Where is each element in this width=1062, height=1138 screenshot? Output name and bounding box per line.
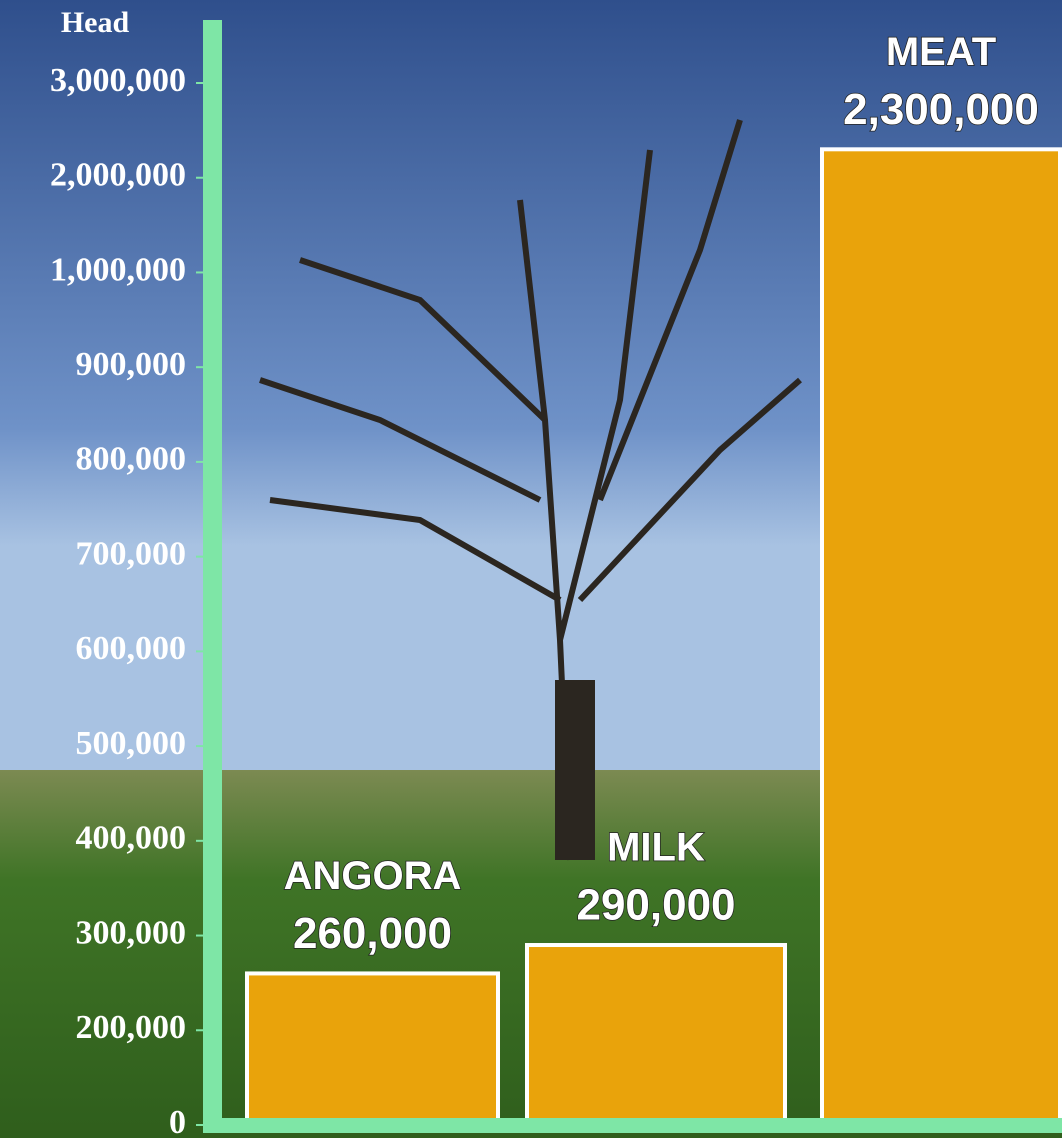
y-tick-label: 0 [169, 1104, 186, 1138]
bar [527, 945, 785, 1125]
value-label: 290,000 [576, 881, 735, 930]
y-tick-label: 500,000 [76, 725, 187, 762]
y-tick-label: 2,000,000 [50, 157, 186, 194]
y-tick-label: 700,000 [76, 535, 187, 572]
category-label: MILK [607, 826, 705, 870]
chart: Head 0 200,000 300,000 400,000 500,000 600,00… [0, 0, 1062, 1138]
value-label: 2,300,000 [843, 85, 1039, 134]
y-tick-label: 600,000 [76, 630, 187, 667]
y-tick-label: 3,000,000 [50, 62, 186, 99]
y-tick-label: 800,000 [76, 441, 187, 478]
y-tick-label: 200,000 [76, 1009, 187, 1046]
bar [822, 149, 1060, 1125]
value-label: 260,000 [293, 909, 452, 958]
y-tick-label: 1,000,000 [50, 251, 186, 288]
y-tick-label: 400,000 [76, 820, 187, 857]
y-tick-label: 900,000 [76, 346, 187, 383]
y-axis [203, 20, 222, 1133]
y-tick-label: 300,000 [76, 914, 187, 951]
category-label: MEAT [886, 30, 996, 74]
bar [247, 973, 498, 1125]
y-axis-label: Head [61, 6, 130, 39]
x-axis [203, 1118, 1062, 1133]
category-label: ANGORA [284, 854, 462, 898]
